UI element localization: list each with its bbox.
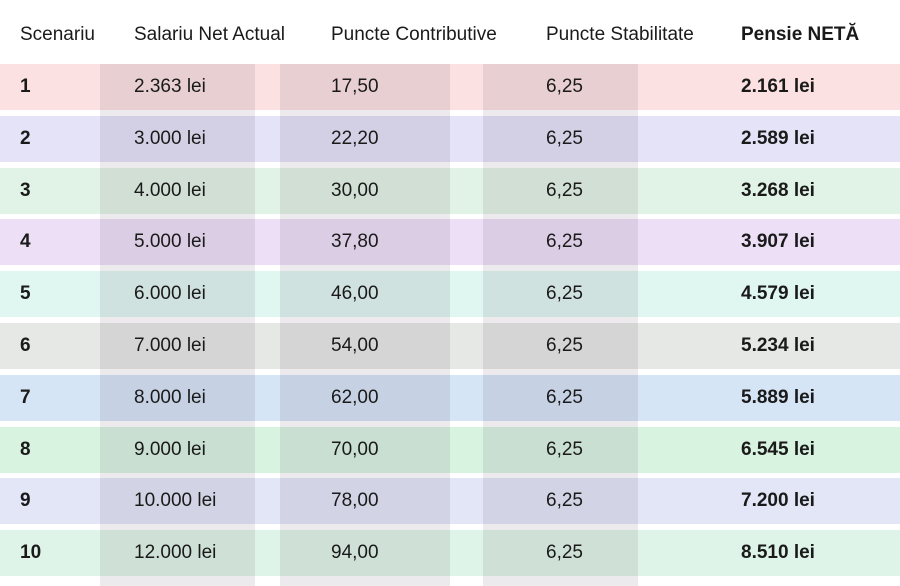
table-cell: 8	[20, 438, 31, 460]
table-cell: 8.510 lei	[741, 542, 815, 564]
table-row: 2 3.000 lei 22,20 6,25 2.589 lei	[0, 115, 900, 162]
column-header: Puncte Stabilitate	[546, 24, 694, 45]
table-cell: 2	[20, 127, 31, 149]
table-cell: 6,25	[546, 179, 583, 201]
table-cell: 3	[20, 179, 31, 201]
table-cell: 6,25	[546, 335, 583, 356]
table-cell: 6,25	[546, 127, 583, 149]
table-row: 6 7.000 lei 54,00 6,25 5.234 lei	[0, 323, 900, 369]
table-cell: 8.000 lei	[134, 386, 206, 408]
table-cell: 3.907 lei	[741, 231, 815, 253]
table-row: 7 8.000 lei 62,00 6,25 5.889 lei	[0, 374, 900, 421]
table-cell: 6,25	[546, 283, 583, 305]
table-cell: 6.545 lei	[741, 438, 815, 460]
table-cell: 2.363 lei	[134, 76, 206, 97]
table-row: 9 10.000 lei 78,00 6,25 7.200 lei	[0, 478, 900, 525]
table-cell: 54,00	[331, 335, 379, 356]
table-row: 10 12.000 lei 94,00 6,25 8.510 lei	[0, 530, 900, 577]
table-cell: 7.200 lei	[741, 490, 815, 512]
table-cell: 5.889 lei	[741, 386, 815, 408]
table-cell: 6,25	[546, 386, 583, 408]
table-row: 8 9.000 lei 70,00 6,25 6.545 lei	[0, 426, 900, 473]
table-cell: 78,00	[331, 490, 379, 512]
column-header: Pensie NETĂ	[741, 24, 860, 45]
table-cell: 6,25	[546, 542, 583, 564]
table-cell: 6,25	[546, 76, 583, 97]
table-cell: 3.268 lei	[741, 179, 815, 201]
table-cell: 7	[20, 386, 31, 408]
table-row: 3 4.000 lei 30,00 6,25 3.268 lei	[0, 167, 900, 214]
table-cell: 6,25	[546, 438, 583, 460]
table-cell: 62,00	[331, 386, 379, 408]
table-cell: 9.000 lei	[134, 438, 206, 460]
table-cell: 3.000 lei	[134, 127, 206, 149]
table-cell: 6,25	[546, 231, 583, 253]
column-band	[100, 64, 255, 586]
column-header: Puncte Contributive	[331, 24, 497, 45]
table-cell: 4.579 lei	[741, 283, 815, 305]
column-band	[483, 64, 638, 586]
table-cell: 46,00	[331, 283, 379, 305]
table-cell: 7.000 lei	[134, 335, 206, 356]
table-cell: 4.000 lei	[134, 179, 206, 201]
column-band	[280, 64, 450, 586]
table-cell: 37,80	[331, 231, 379, 253]
table-cell: 10.000 lei	[134, 490, 217, 512]
table-cell: 30,00	[331, 179, 379, 201]
column-header: Salariu Net Actual	[134, 24, 286, 45]
table-row: 1 2.363 lei 17,50 6,25 2.161 lei	[0, 64, 900, 110]
table-cell: 70,00	[331, 438, 379, 460]
table-row: 5 6.000 lei 46,00 6,25 4.579 lei	[0, 271, 900, 318]
table-row: 4 5.000 lei 37,80 6,25 3.907 lei	[0, 219, 900, 266]
table-cell: 9	[20, 490, 31, 512]
table-cell: 10	[20, 542, 42, 564]
table-cell: 94,00	[331, 542, 379, 564]
table-cell: 2.589 lei	[741, 127, 815, 149]
table-cell: 6,25	[546, 490, 583, 512]
table-cell: 5.000 lei	[134, 231, 206, 253]
table-cell: 12.000 lei	[134, 542, 217, 564]
table-cell: 5	[20, 283, 31, 305]
table-cell: 1	[20, 76, 31, 97]
table-cell: 2.161 lei	[741, 76, 815, 97]
table-cell: 6.000 lei	[134, 283, 206, 305]
table-cell: 17,50	[331, 76, 379, 97]
table-cell: 5.234 lei	[741, 335, 815, 356]
table-cell: 4	[20, 231, 31, 253]
column-header: Scenariu	[20, 24, 95, 45]
table-cell: 6	[20, 335, 31, 356]
table-cell: 22,20	[331, 127, 379, 149]
